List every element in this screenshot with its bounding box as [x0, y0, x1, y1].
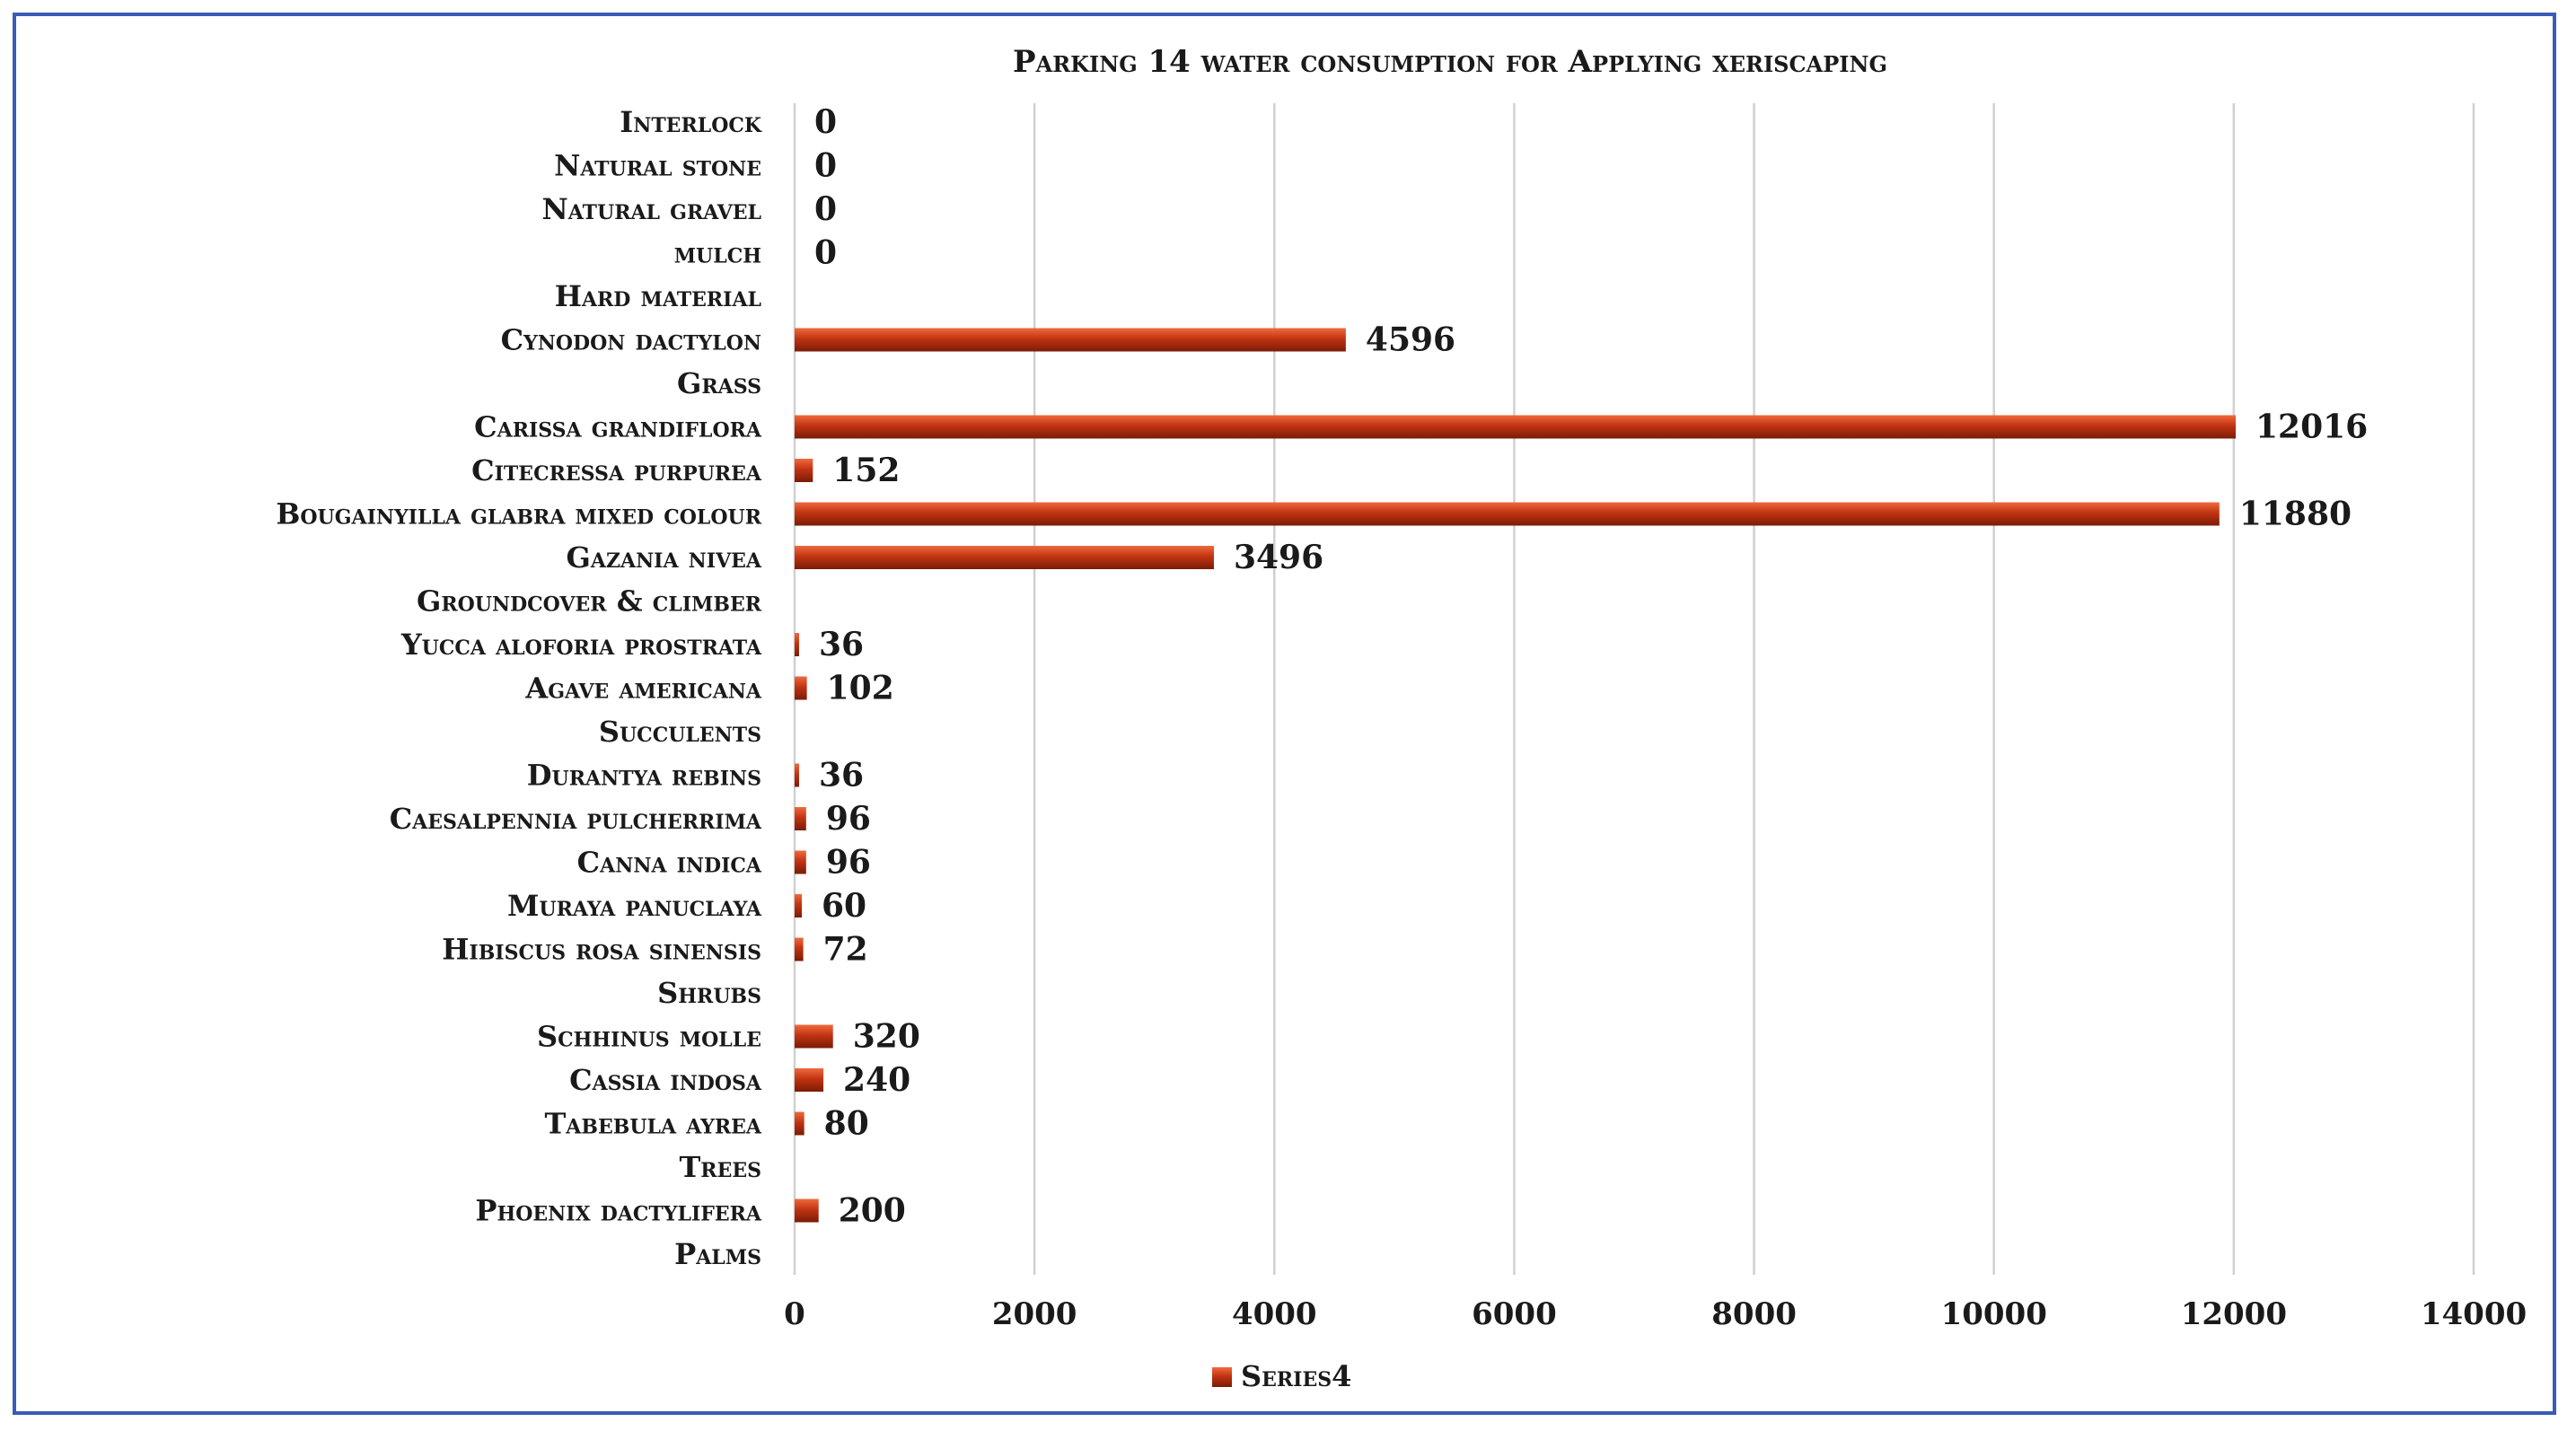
legend-swatch — [1212, 1367, 1232, 1387]
bar — [795, 1111, 804, 1136]
x-tick-label: 8000 — [1711, 1296, 1797, 1332]
category-label: Hard material — [555, 279, 761, 313]
category-label: Shrubs — [657, 976, 761, 1010]
chart-frame — [13, 13, 2556, 1415]
data-label: 152 — [832, 452, 900, 489]
category-label: Yucca aloforia prostrata — [400, 628, 762, 662]
category-label: Canna indica — [577, 846, 762, 880]
bar — [795, 937, 804, 961]
category-label: Groundcover & climber — [417, 584, 762, 619]
data-label: 60 — [822, 887, 866, 925]
category-label: Caesalpennia pulcherrima — [390, 802, 762, 836]
bar — [795, 807, 806, 830]
category-label: Tabebula ayrea — [544, 1107, 761, 1141]
category-label: Agave americana — [524, 672, 762, 706]
data-label: 72 — [823, 931, 868, 969]
data-label: 36 — [819, 626, 864, 663]
legend: Series4 — [1212, 1359, 1351, 1393]
bar — [795, 459, 813, 482]
category-label: Carissa grandiflora — [474, 410, 762, 444]
category-label: Durantya rebins — [527, 759, 761, 793]
bar — [795, 546, 1214, 569]
data-labels: 200 80 240 320 72 60 96 96 36 102 36 3496 11880 152 12… — [814, 103, 2368, 1230]
data-label: 240 — [843, 1061, 910, 1099]
data-label: 0 — [814, 103, 837, 141]
bar — [795, 1068, 824, 1092]
data-label: 96 — [826, 844, 871, 882]
category-label: Palms — [674, 1237, 761, 1271]
data-label: 102 — [827, 670, 894, 707]
legend-label: Series4 — [1241, 1359, 1351, 1393]
data-label: 80 — [824, 1105, 869, 1143]
bar — [795, 633, 799, 656]
data-label: 0 — [814, 234, 837, 272]
x-tick-label: 12000 — [2181, 1296, 2287, 1332]
data-label: 12016 — [2255, 408, 2368, 446]
category-label: Interlock — [620, 105, 762, 139]
category-label: Cassia indosa — [569, 1063, 762, 1097]
gridlines — [793, 103, 2475, 1275]
data-label: 96 — [826, 800, 871, 838]
data-label: 3496 — [1234, 539, 1323, 576]
bar — [795, 415, 2236, 439]
category-label: Muraya panuclaya — [507, 889, 762, 923]
bars — [795, 328, 2236, 1223]
bar — [795, 328, 1346, 352]
category-label: Bougainyilla glabra mixed colour — [276, 497, 761, 531]
x-tick-label: 14000 — [2421, 1296, 2527, 1332]
bar — [795, 502, 2220, 526]
data-label: 200 — [839, 1192, 906, 1230]
category-label: Phoenix dactylifera — [475, 1194, 762, 1228]
category-label: Schhinus molle — [537, 1020, 761, 1054]
category-label: Hibiscus rosa sinensis — [442, 933, 761, 967]
category-label: Gazania nivea — [567, 540, 762, 575]
bar — [795, 676, 807, 700]
category-label: Natural gravel — [542, 192, 761, 226]
data-label: 0 — [814, 190, 837, 228]
bar — [795, 850, 806, 874]
category-label: Succulents — [599, 715, 761, 749]
bar — [795, 894, 803, 917]
data-label: 320 — [853, 1018, 920, 1056]
category-label: mulch — [674, 236, 761, 270]
data-label: 0 — [814, 147, 837, 185]
bar — [795, 1198, 819, 1223]
x-tick-label: 4000 — [1232, 1296, 1317, 1332]
category-labels: Palms Phoenix dactylifera Trees Tabebula ay… — [276, 105, 762, 1271]
category-label: Cynodon dactylon — [501, 323, 761, 357]
category-label: Grass — [677, 366, 761, 400]
x-tick-label: 6000 — [1472, 1296, 1557, 1332]
data-label: 4596 — [1366, 321, 1455, 359]
data-label: 36 — [819, 757, 864, 795]
bar — [795, 1024, 833, 1049]
x-tick-label: 0 — [784, 1296, 805, 1332]
x-tick-label: 10000 — [1941, 1296, 2047, 1332]
data-label: 11880 — [2239, 496, 2352, 533]
bar — [795, 763, 799, 787]
category-label: Citecressa purpurea — [471, 453, 762, 487]
x-axis-ticks: 0 2000 4000 6000 8000 10000 12000 14000 — [784, 1296, 2527, 1332]
x-tick-label: 2000 — [992, 1296, 1077, 1332]
category-label: Natural stone — [554, 149, 761, 183]
category-label: Trees — [679, 1150, 761, 1184]
chart-title: Parking 14 water consumption for Applyin… — [1013, 44, 1887, 80]
